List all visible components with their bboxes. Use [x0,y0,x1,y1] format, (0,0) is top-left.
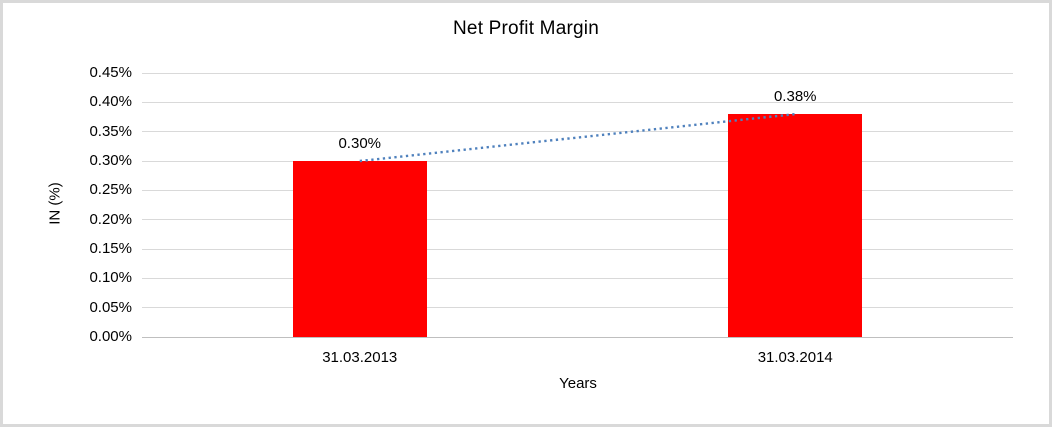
y-tick-label: 0.05% [89,298,132,316]
x-category-label: 31.03.2014 [757,349,833,366]
gridline [142,307,1013,309]
bar-31.03.2014 [728,114,863,337]
y-tick-label: 0.00% [89,328,132,345]
gridline [142,248,1013,250]
gridline [142,131,1013,133]
y-tick-label: 0.30% [89,152,132,169]
x-axis-title: Years [559,375,597,392]
bar-31.03.2013 [292,161,427,337]
gridline [142,72,1013,74]
x-category-label: 31.03.2013 [322,349,398,366]
gridline [142,277,1013,279]
gridline [142,160,1013,162]
y-tick-label: 0.40% [89,93,132,111]
chart-title: Net Profit Margin [453,18,599,39]
data-label: 0.38% [773,88,817,106]
gridline [142,219,1013,221]
x-axis-line [142,336,1013,338]
y-tick-label: 0.15% [89,240,132,257]
y-tick-label: 0.20% [89,210,132,228]
y-tick-label: 0.45% [89,64,132,81]
y-tick-label: 0.25% [89,181,132,199]
y-tick-label: 0.10% [89,269,132,287]
y-tick-label: 0.35% [89,122,132,140]
gridline [142,189,1013,191]
data-label: 0.30% [338,135,382,152]
gridline [142,101,1013,103]
